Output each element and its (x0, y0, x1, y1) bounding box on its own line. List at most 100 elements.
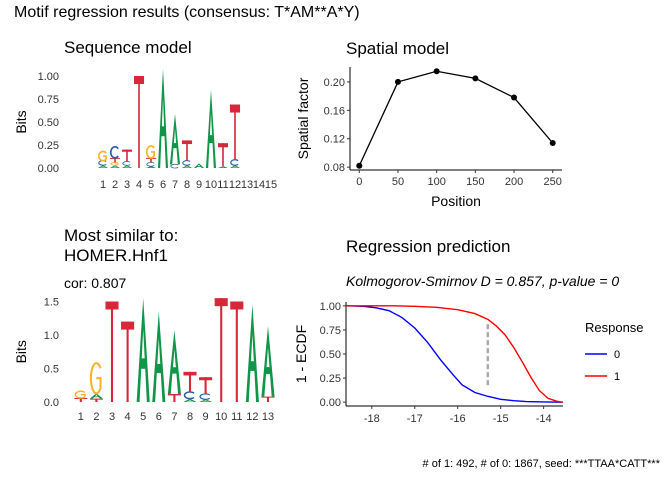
logo-letter-A-bar (249, 361, 256, 371)
homer-logo-ytick-label: 1.5 (44, 297, 59, 309)
logo-letter-A-body (167, 330, 181, 394)
logo-letter-T-stem (266, 396, 270, 402)
seq-logo-letter (98, 150, 107, 162)
homer-logo-letter (89, 393, 103, 399)
homer-logo-letter (183, 371, 197, 392)
logo-letter-A-bar (100, 166, 106, 168)
seq-logo-letter (157, 68, 169, 168)
spatial-xtick-label: 0 (356, 176, 362, 188)
regression-ytick-label: 0.50 (320, 349, 341, 361)
seq-logo-letter (133, 76, 145, 168)
logo-letter-A-bar (196, 166, 202, 167)
logo-letter-T-stem (204, 377, 207, 394)
spatial-point (511, 94, 518, 101)
seq-logo-xtick-label: 8 (184, 179, 190, 191)
homer-logo-xtick-label: 1 (78, 411, 84, 423)
homer-logo-letter (199, 399, 213, 402)
seq-logo-xtick-label: 12 (229, 179, 241, 191)
spatial-xtick-label: 150 (466, 176, 484, 188)
homer-logo-letter (136, 298, 150, 402)
regression-subtitle: Kolmogorov-Smirnov D = 0.857, p-value = … (346, 273, 619, 289)
seq-logo-ylabel: Bits (13, 110, 29, 133)
spatial-point (433, 68, 440, 75)
homer-logo-letter (199, 393, 211, 400)
homer-logo-letter (167, 330, 181, 394)
logo-letter-A-body (261, 326, 275, 397)
homer-logo-letter (74, 390, 86, 399)
figure-title: Motif regression results (consensus: T*A… (14, 4, 360, 21)
logo-letter-A-bar (172, 143, 178, 149)
logo-letter-G-hook (151, 151, 155, 156)
logo-letter-A-bar (93, 396, 100, 398)
seq-logo-letter (181, 140, 193, 161)
regression-ytick-label: 0.00 (320, 397, 341, 409)
logo-letter-C-arc (183, 391, 195, 400)
regression-xtick-label: -15 (493, 413, 509, 425)
footer-note: # of 1: 492, # of 0: 1867, seed: ***TTAA… (422, 458, 660, 470)
spatial-xtick-label: 50 (392, 176, 404, 188)
seq-logo-ytick-label: 0.50 (38, 117, 59, 129)
spatial-line (358, 70, 554, 167)
regression-ytick-label: 0.75 (320, 325, 341, 337)
seq-logo-xtick-label: 4 (136, 179, 142, 191)
homer-logo-xtick-label: 4 (125, 411, 131, 423)
homer-logo-letter (167, 393, 181, 402)
similarity-cor: cor: 0.807 (64, 275, 127, 291)
regression-xtick-label: -14 (536, 413, 552, 425)
logo-letter-A-bar (112, 166, 118, 168)
logo-letter-A-body (205, 89, 217, 168)
spatial-model-chart: Spatial model 0.08 0.12 0.16 0.20 0 50 100 150 20… (295, 39, 562, 209)
homer-logo-xtick-label: 8 (187, 411, 193, 423)
logo-letter-A-body (89, 393, 103, 399)
seq-logo-ytick-label: 1.00 (38, 71, 59, 83)
logo-letter-A-bar (232, 166, 238, 168)
similar-title-line2: HOMER.Hnf1 (64, 246, 168, 265)
seq-logo-letter (230, 159, 239, 166)
spatial-model-plot: Spatial model 0.08 0.12 0.16 0.20 0 50 100 150 20… (295, 39, 562, 209)
logo-letter-T-stem (220, 298, 223, 402)
logo-letter-C-arc (122, 161, 131, 166)
logo-letter-A-body (193, 163, 205, 168)
ecdf-line-response-0 (345, 305, 564, 403)
homer-logo-letter (261, 396, 275, 402)
logo-letter-T-stem (188, 371, 192, 392)
logo-letter-T-stem (234, 104, 236, 160)
seq-logo-letter (146, 145, 155, 159)
seq-logo-xtick-label: 2 (112, 179, 118, 191)
logo-letter-A-bar (264, 367, 272, 375)
spatial-title: Spatial model (346, 39, 449, 58)
logo-letter-G-arc (98, 150, 107, 162)
logo-letter-G-hook (115, 163, 119, 165)
legend-label-response-0: 0 (614, 349, 620, 361)
logo-letter-G-hook (80, 393, 86, 397)
homer-logo-xtick-label: 3 (109, 411, 115, 423)
spatial-ytick-label: 0.16 (324, 105, 345, 117)
seq-logo-xtick-label: 14 (253, 179, 265, 191)
homer-logo-letter (121, 321, 135, 402)
logo-letter-A-bar (160, 126, 166, 137)
homer-logo-xtick-label: 9 (203, 411, 209, 423)
homer-logo-letter (214, 298, 228, 402)
logo-letter-A-bar (171, 367, 178, 374)
logo-letter-T-stem (235, 301, 238, 402)
homer-logo-ytick-label: 0.5 (44, 364, 59, 376)
seq-logo-xtick-label: 15 (265, 179, 277, 191)
homer-logo-letter (230, 301, 244, 402)
similar-motif-title: Most similar to: HOMER.Hnf1 (64, 226, 178, 266)
homer-logo-letter (245, 304, 259, 402)
logo-letter-T-stem (126, 149, 128, 162)
logo-letter-T-stem (173, 393, 176, 402)
logo-letter-T-stem (110, 301, 114, 402)
seq-logo-letter (170, 163, 179, 169)
logo-letter-A-bar (155, 364, 163, 374)
spatial-point (472, 75, 479, 82)
seq-logo-ytick-label: 0.75 (38, 94, 59, 106)
logo-letter-G-arc (110, 162, 119, 166)
homer-logo-letter (105, 301, 119, 402)
logo-letter-G-arc (89, 362, 102, 395)
legend-label-response-1: 1 (614, 371, 620, 383)
logo-letter-A-bar (220, 167, 226, 169)
logo-letter-G-hook (96, 377, 102, 389)
